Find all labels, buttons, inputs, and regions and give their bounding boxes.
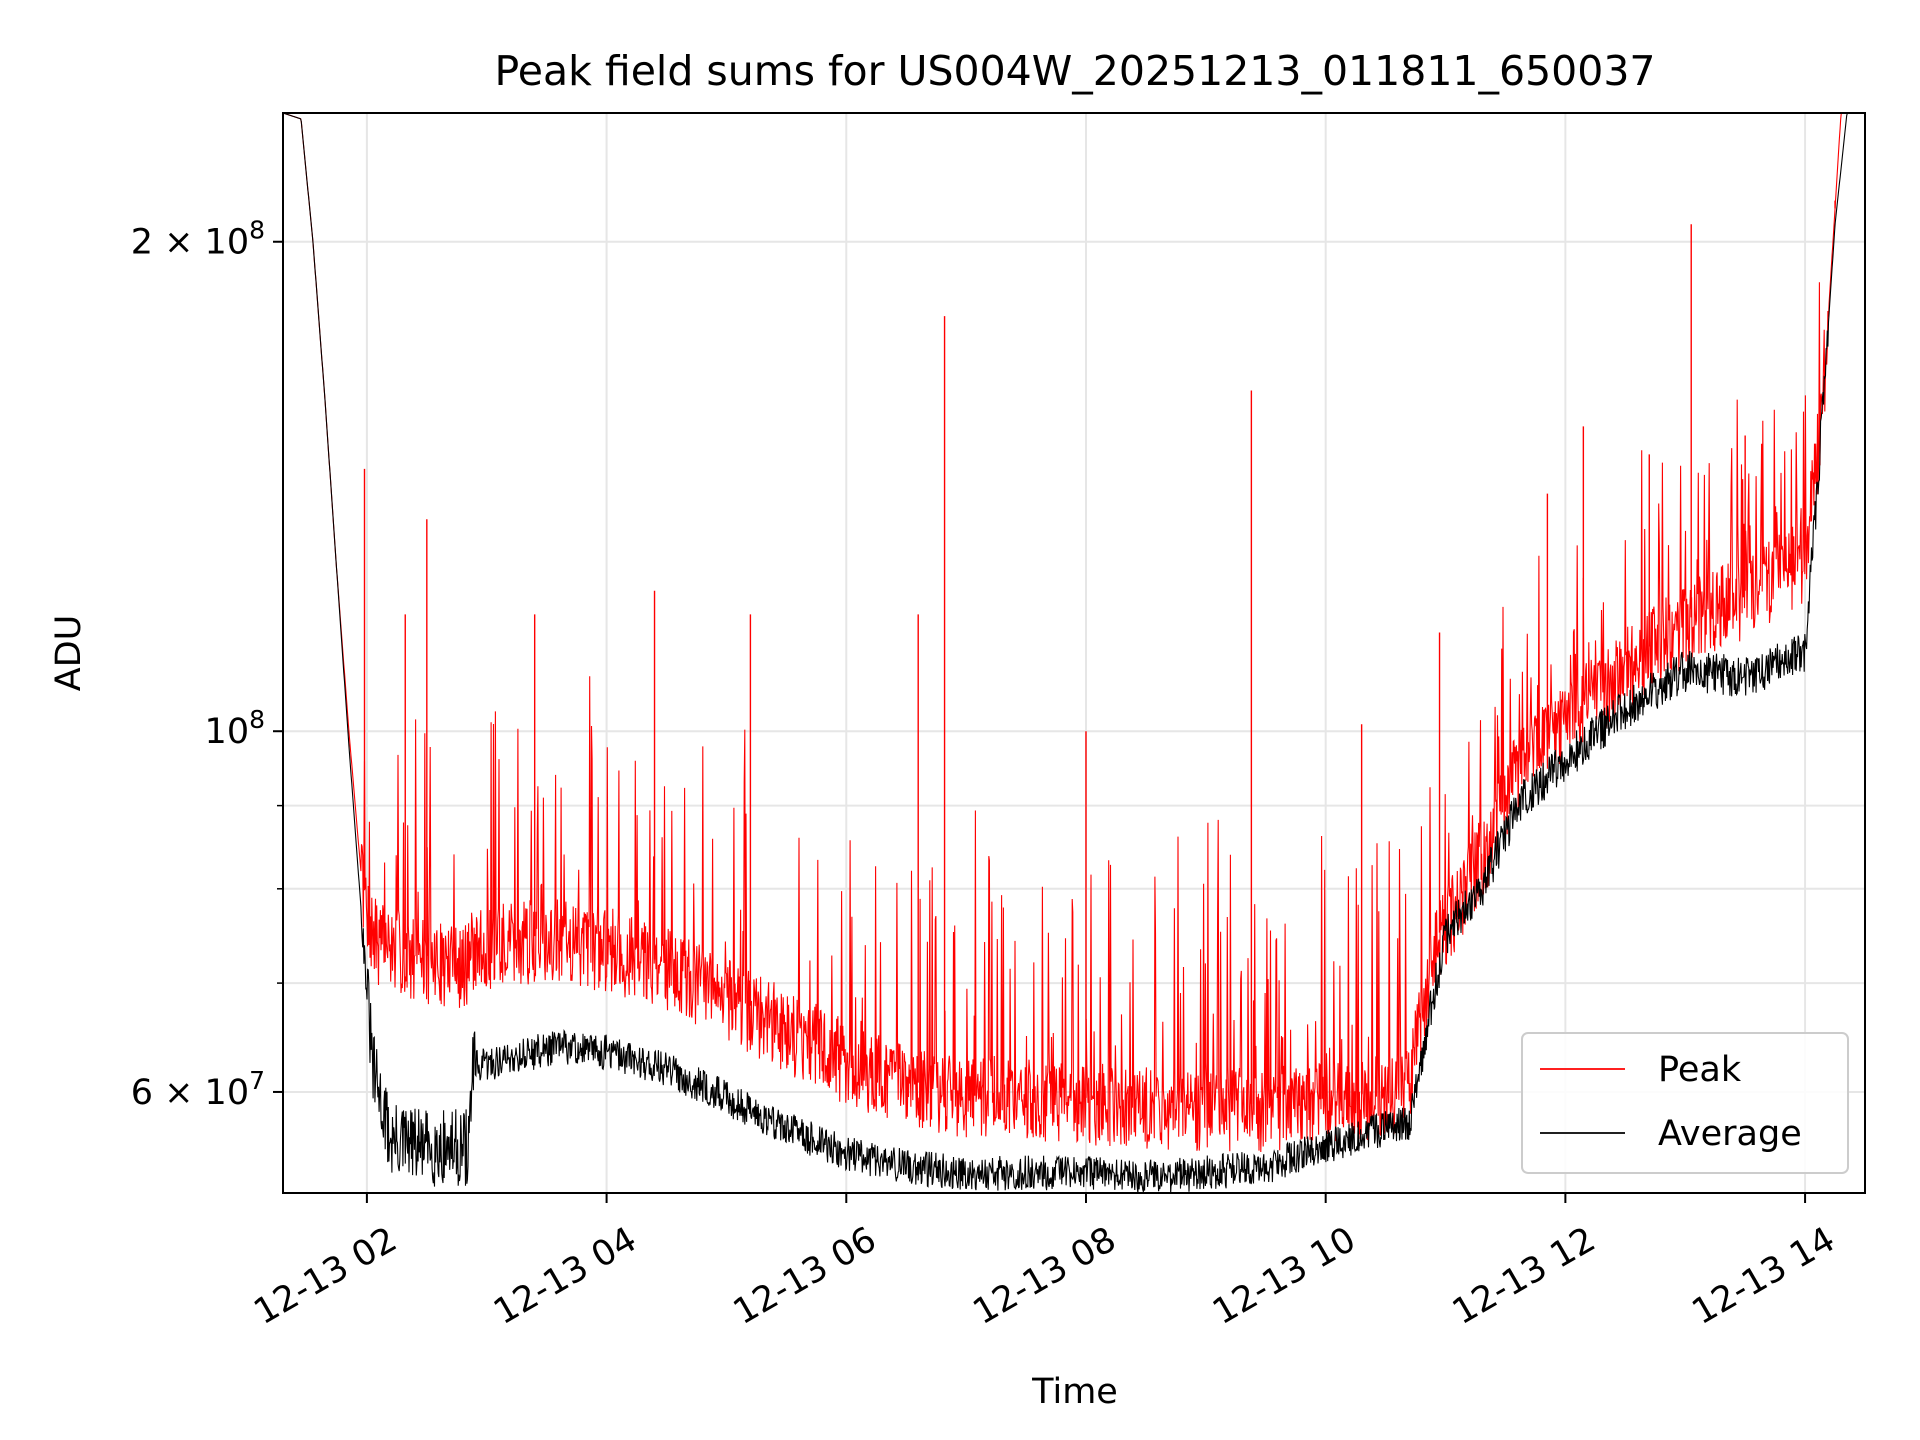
grid <box>283 113 1865 1193</box>
chart-title: Peak field sums for US004W_20251213_0118… <box>494 47 1655 95</box>
plot-series <box>283 113 1865 1193</box>
plot-frame <box>282 112 1866 1194</box>
y-tick-label: 2 × 108 <box>131 216 265 263</box>
legend-box <box>1521 1032 1849 1174</box>
y-tick-mantissa: 10 <box>205 712 250 752</box>
y-tick-exponent: 7 <box>249 1066 265 1095</box>
legend: Peak Average <box>1521 1032 1849 1174</box>
x-axis-label: Time <box>1031 1372 1118 1412</box>
y-tick-exponent: 8 <box>249 705 265 734</box>
legend-label-average: Average <box>1658 1114 1802 1154</box>
y-tick-mantissa: 2 × 10 <box>131 223 249 263</box>
legend-label-peak: Peak <box>1658 1050 1742 1090</box>
y-tick-label: 6 × 107 <box>131 1066 265 1113</box>
y-tick-label: 108 <box>205 705 265 752</box>
y-tick-mantissa: 6 × 10 <box>131 1073 249 1113</box>
series-line-average <box>283 113 1865 1193</box>
y-tick-exponent: 8 <box>249 216 265 245</box>
y-axis-label: ADU <box>49 615 89 692</box>
series-line-peak <box>283 113 1865 1153</box>
